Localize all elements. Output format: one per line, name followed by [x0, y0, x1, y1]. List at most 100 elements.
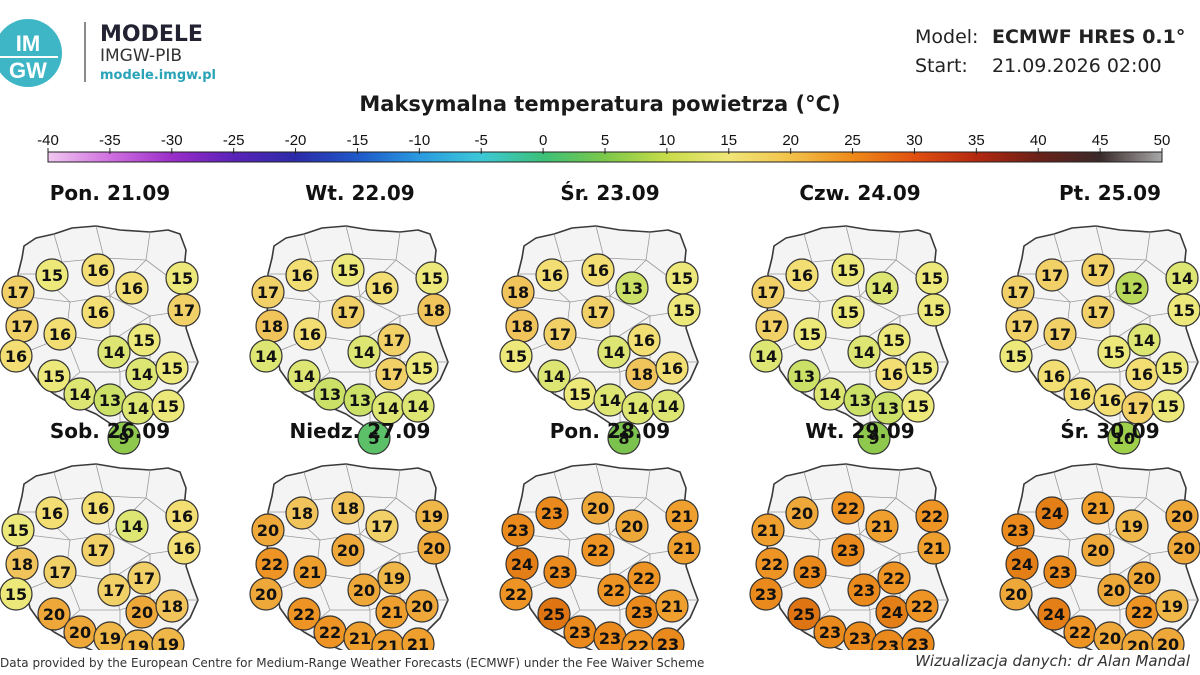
- temp-value: 16: [87, 303, 109, 322]
- city-temp-marker: 15: [155, 351, 189, 385]
- temp-circle: [37, 359, 71, 393]
- temp-value: 18: [507, 283, 529, 302]
- colorbar-tick-label: 10: [659, 132, 676, 149]
- city-temp-marker: 22: [313, 615, 347, 649]
- city-temp-marker: 17: [1121, 391, 1155, 425]
- city-temp-marker: 16: [535, 258, 569, 292]
- temp-value: 21: [299, 563, 321, 582]
- city-temp-marker: 23: [749, 577, 783, 611]
- city-temp-marker: 18: [5, 547, 39, 581]
- temp-value: 13: [349, 391, 371, 410]
- city-temp-marker: 21: [371, 629, 405, 650]
- brand-url-link[interactable]: modele.imgw.pl: [100, 68, 216, 83]
- city-temp-marker: 20: [249, 577, 283, 611]
- city-temp-marker: 14: [249, 339, 283, 373]
- colorbar-tick-label: -35: [99, 132, 121, 149]
- city-temp-marker: 21: [667, 531, 701, 565]
- poland-map: 1616141615171618171715201720182019191915: [0, 463, 201, 650]
- map-date-label: Śr. 23.09: [560, 181, 659, 205]
- city-temp-marker: 13: [93, 383, 127, 417]
- city-temp-marker: 14: [287, 359, 321, 393]
- city-temp-marker: 15: [165, 261, 199, 295]
- city-temp-marker: 19: [93, 621, 127, 650]
- temp-circle: [847, 335, 881, 369]
- temp-circle: [1097, 573, 1131, 607]
- temp-value: 23: [569, 623, 591, 642]
- city-temp-marker: 21: [343, 621, 377, 650]
- city-temp-marker: 14: [125, 357, 159, 391]
- temp-value: 22: [1131, 603, 1153, 622]
- city-temp-marker: 14: [593, 383, 627, 417]
- temp-value: 17: [337, 303, 359, 322]
- temp-circle: [127, 323, 161, 357]
- temperature-colorbar: -40 -35 -30 -25 -20 -15 -10 -5 0 5 10 15 20 25 30 35 40 4…: [37, 132, 1170, 163]
- city-temp-marker: 16: [627, 323, 661, 357]
- city-temp-marker: 20: [615, 509, 649, 543]
- temp-circle: [97, 335, 131, 369]
- city-temp-marker: 15: [999, 339, 1033, 373]
- city-temp-marker: 15: [127, 323, 161, 357]
- temp-circle: [917, 293, 951, 327]
- temp-value: 14: [131, 365, 153, 384]
- temp-value: 15: [133, 331, 155, 350]
- brand-title: MODELE: [100, 22, 203, 47]
- city-temp-marker: 20: [581, 491, 615, 525]
- logo-text-bottom: GW: [9, 58, 47, 83]
- temp-circle: [251, 513, 285, 547]
- city-temp-marker: 14: [847, 335, 881, 369]
- city-temp-marker: 14: [651, 389, 685, 423]
- temp-circle: [793, 317, 827, 351]
- colorbar-tick-label: 5: [601, 132, 609, 149]
- city-temp-marker: 15: [0, 577, 33, 611]
- temp-value: 17: [103, 581, 125, 600]
- temp-value: 24: [511, 555, 533, 574]
- colorbar-tick-label: -10: [408, 132, 430, 149]
- city-temp-marker: 21: [1081, 491, 1115, 525]
- temp-circle: [1037, 597, 1071, 631]
- forecast-map-6: Sob. 26.09 16 16 14 16 15 17 16 18 17 17 15 20 17 20 18…: [0, 419, 201, 650]
- colorbar-tick-label: 25: [844, 132, 861, 149]
- city-temp-marker: 16: [0, 339, 33, 373]
- city-temp-marker: 17: [127, 561, 161, 595]
- city-temp-marker: 16: [875, 357, 909, 391]
- city-temp-marker: 16: [1093, 383, 1127, 417]
- temp-value: 16: [661, 359, 683, 378]
- temp-circle: [401, 627, 435, 650]
- map-date-label: Sob. 26.09: [50, 419, 170, 443]
- temp-value: 22: [761, 555, 783, 574]
- city-temp-marker: 16: [785, 258, 819, 292]
- temp-circle: [543, 317, 577, 351]
- temp-value: 16: [173, 539, 195, 558]
- city-temp-marker: 20: [347, 573, 381, 607]
- temp-circle: [831, 295, 865, 329]
- city-temp-marker: 14: [621, 391, 655, 425]
- temp-value: 13: [319, 385, 341, 404]
- city-temp-marker: 21: [293, 555, 327, 589]
- temp-value: 16: [171, 507, 193, 526]
- imgw-logo: IM GW: [0, 19, 62, 87]
- city-temp-marker: 25: [787, 597, 821, 631]
- city-temp-marker: 22: [621, 629, 655, 650]
- temp-value: 14: [127, 399, 149, 418]
- chart-title: Maksymalna temperatura powietrza (°C): [359, 92, 841, 116]
- city-temp-marker: 15: [901, 389, 935, 423]
- temp-circle: [1127, 323, 1161, 357]
- city-temp-marker: 17: [755, 309, 789, 343]
- city-temp-marker: 23: [651, 627, 685, 650]
- city-temp-marker: 24: [875, 595, 909, 629]
- temp-circle: [905, 351, 939, 385]
- city-temp-marker: 14: [63, 377, 97, 411]
- map-date-label: Wt. 29.09: [805, 419, 914, 443]
- city-temp-marker: 21: [865, 509, 899, 543]
- temp-circle: [581, 253, 615, 287]
- temp-value: 14: [853, 343, 875, 362]
- city-temp-marker: 17: [5, 309, 39, 343]
- city-temp-marker: 19: [415, 499, 449, 533]
- footer-visualization-credit: Wizualizacja danych: dr Alan Mandal: [915, 652, 1190, 670]
- temp-value: 13: [849, 391, 871, 410]
- colorbar-tick-label: -20: [285, 132, 307, 149]
